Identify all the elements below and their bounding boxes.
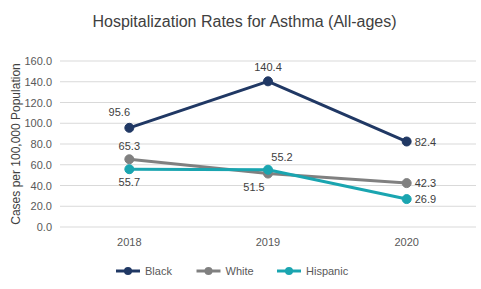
y-tick-label: 100.0 [24, 117, 52, 129]
data-label: 95.6 [109, 106, 130, 118]
y-tick-label: 120.0 [24, 97, 52, 109]
data-label: 65.3 [119, 140, 140, 152]
y-tick-label: 140.0 [24, 76, 52, 88]
legend-label: White [226, 265, 254, 277]
series-marker [264, 77, 273, 86]
series-marker [402, 137, 411, 146]
data-label: 55.2 [271, 151, 292, 163]
legend-label: Hispanic [306, 265, 349, 277]
legend-label: Black [145, 265, 172, 277]
grid-line [60, 123, 476, 124]
y-axis-label: Cases per 100,000 Population [9, 63, 23, 224]
y-tick-label: 80.0 [31, 138, 52, 150]
y-tick-label: 20.0 [31, 200, 52, 212]
series-marker [402, 179, 411, 188]
series-line [129, 81, 406, 141]
series-marker [125, 165, 134, 174]
chart-container: Hospitalization Rates for Asthma (All-ag… [0, 0, 481, 289]
data-label: 51.5 [243, 181, 264, 193]
grid-line [60, 206, 476, 207]
legend: Black White Hispanic [116, 265, 349, 277]
legend-marker [124, 267, 132, 275]
x-tick-label: 2020 [394, 236, 418, 248]
y-tick-label: 60.0 [31, 159, 52, 171]
legend-marker [285, 267, 293, 275]
data-label: 26.9 [415, 193, 436, 205]
series-marker [264, 165, 273, 174]
y-tick-label: 40.0 [31, 180, 52, 192]
grid-line [60, 102, 476, 103]
chart-svg: Hospitalization Rates for Asthma (All-ag… [0, 0, 481, 289]
data-labels: 95.6 140.4 82.4 65.3 51.5 42.3 55.7 55.2 26.9 [109, 61, 436, 205]
series-line [129, 159, 406, 183]
data-label: 140.4 [254, 61, 282, 73]
y-tick-label: 160.0 [24, 55, 52, 67]
title: Hospitalization Rates for Asthma (All-ag… [92, 13, 396, 30]
legend-marker [205, 267, 213, 275]
data-label: 82.4 [415, 136, 436, 148]
x-tick-label: 2019 [256, 236, 280, 248]
data-label: 42.3 [415, 177, 436, 189]
data-label: 55.7 [119, 176, 140, 188]
grid-line [60, 227, 476, 228]
x-tick-label: 2018 [117, 236, 141, 248]
series-marker [125, 155, 134, 164]
plot-area [125, 77, 411, 204]
series-marker [402, 195, 411, 204]
y-tick-label: 0.0 [37, 221, 52, 233]
series-marker [125, 123, 134, 132]
